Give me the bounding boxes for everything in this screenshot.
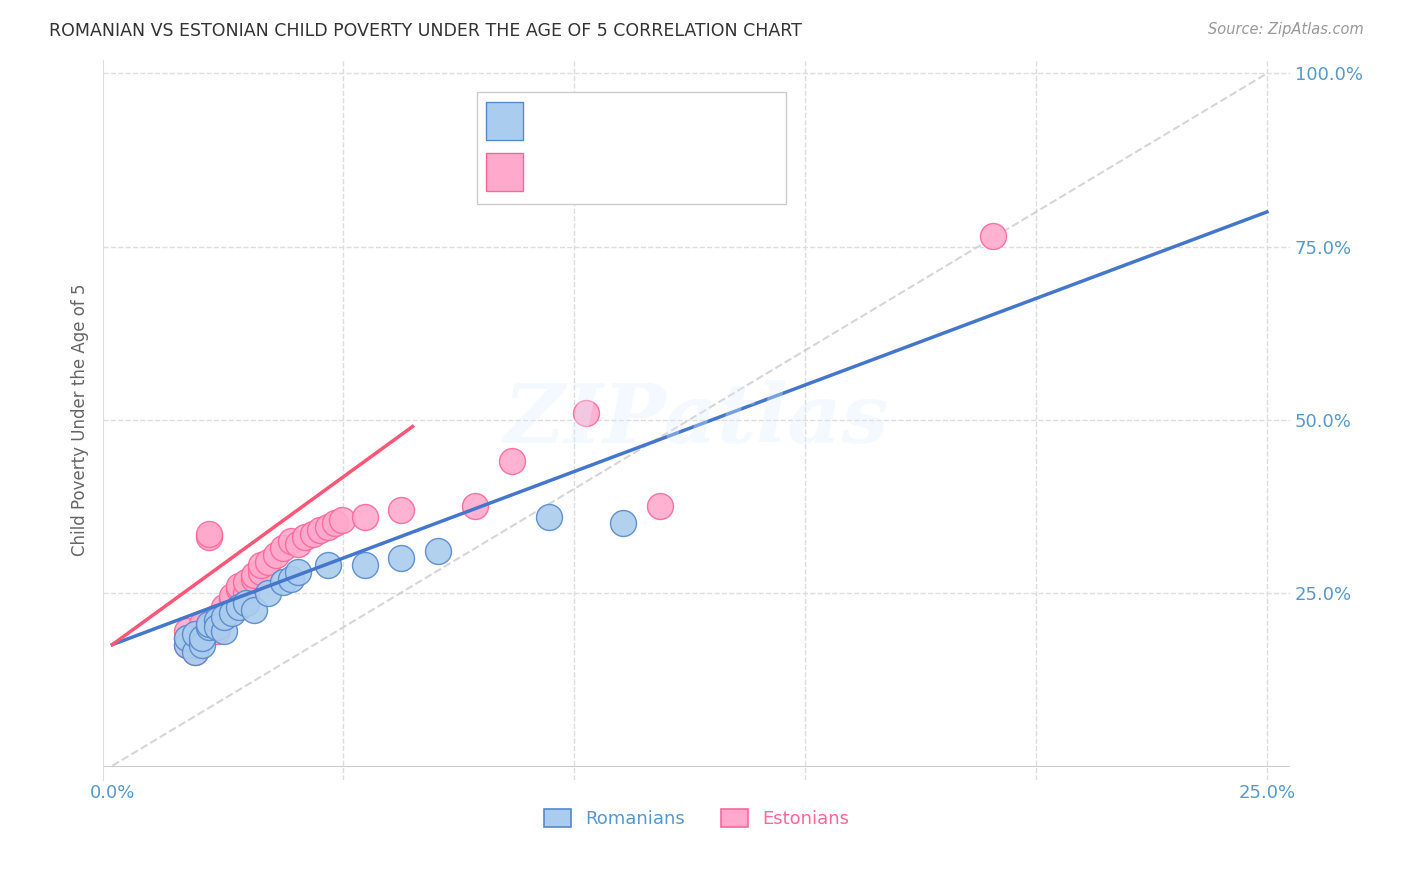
Point bbox=[401, 499, 423, 513]
Point bbox=[285, 499, 308, 513]
Point bbox=[134, 592, 156, 607]
Point bbox=[115, 620, 138, 634]
Point bbox=[174, 565, 197, 579]
Point bbox=[120, 530, 142, 544]
Point bbox=[356, 406, 378, 420]
Point bbox=[932, 468, 955, 483]
Point bbox=[202, 513, 225, 527]
Point bbox=[609, 229, 631, 244]
Point bbox=[105, 631, 128, 645]
Point bbox=[105, 631, 128, 645]
Point bbox=[1071, 305, 1094, 319]
Point bbox=[194, 558, 217, 572]
Point bbox=[110, 644, 132, 658]
Point bbox=[110, 634, 132, 648]
Point bbox=[170, 572, 193, 586]
Point bbox=[148, 603, 170, 617]
Point bbox=[124, 620, 146, 634]
Text: ROMANIAN VS ESTONIAN CHILD POVERTY UNDER THE AGE OF 5 CORRELATION CHART: ROMANIAN VS ESTONIAN CHILD POVERTY UNDER… bbox=[49, 22, 801, 40]
Point bbox=[217, 558, 239, 572]
Point bbox=[148, 568, 170, 582]
Point bbox=[332, 509, 354, 524]
Point bbox=[115, 631, 138, 645]
Point bbox=[142, 575, 165, 590]
Point bbox=[309, 454, 332, 468]
Point bbox=[124, 613, 146, 627]
Point bbox=[239, 551, 262, 566]
Point bbox=[180, 530, 202, 544]
Point bbox=[120, 526, 142, 541]
Point bbox=[1118, 669, 1140, 683]
Point bbox=[174, 537, 197, 551]
Point bbox=[124, 610, 146, 624]
Point bbox=[188, 524, 211, 538]
Point bbox=[217, 509, 239, 524]
Point bbox=[138, 599, 160, 614]
Point bbox=[110, 644, 132, 658]
Point bbox=[110, 627, 132, 641]
Point bbox=[105, 638, 128, 652]
Point bbox=[115, 638, 138, 652]
Point bbox=[142, 585, 165, 599]
Point bbox=[170, 533, 193, 548]
Point bbox=[129, 610, 152, 624]
Legend: Romanians, Estonians: Romanians, Estonians bbox=[537, 802, 856, 836]
Point bbox=[152, 565, 174, 579]
Y-axis label: Child Poverty Under the Age of 5: Child Poverty Under the Age of 5 bbox=[72, 284, 89, 556]
Point bbox=[194, 520, 217, 534]
Point bbox=[198, 516, 221, 531]
Point bbox=[152, 558, 174, 572]
Point bbox=[129, 599, 152, 614]
Point bbox=[138, 579, 160, 593]
Point bbox=[148, 572, 170, 586]
Point bbox=[162, 548, 184, 562]
Text: Source: ZipAtlas.com: Source: ZipAtlas.com bbox=[1208, 22, 1364, 37]
Point bbox=[105, 624, 128, 638]
Point bbox=[124, 624, 146, 638]
Point bbox=[156, 585, 179, 599]
Point bbox=[956, 454, 979, 468]
Text: ZIPatlas: ZIPatlas bbox=[503, 380, 890, 459]
Point bbox=[378, 516, 401, 531]
Point bbox=[263, 544, 285, 558]
Point bbox=[184, 526, 207, 541]
Point bbox=[138, 582, 160, 597]
Point bbox=[115, 616, 138, 631]
Point bbox=[134, 607, 156, 621]
Point bbox=[105, 638, 128, 652]
Point bbox=[129, 624, 152, 638]
Point bbox=[134, 589, 156, 603]
Point bbox=[124, 620, 146, 634]
Point bbox=[120, 620, 142, 634]
Point bbox=[115, 624, 138, 638]
Point bbox=[156, 555, 179, 569]
Point bbox=[129, 610, 152, 624]
Point bbox=[239, 502, 262, 516]
Point bbox=[142, 596, 165, 610]
Point bbox=[166, 541, 188, 555]
Point bbox=[120, 616, 142, 631]
Point bbox=[110, 638, 132, 652]
Point bbox=[166, 575, 188, 590]
